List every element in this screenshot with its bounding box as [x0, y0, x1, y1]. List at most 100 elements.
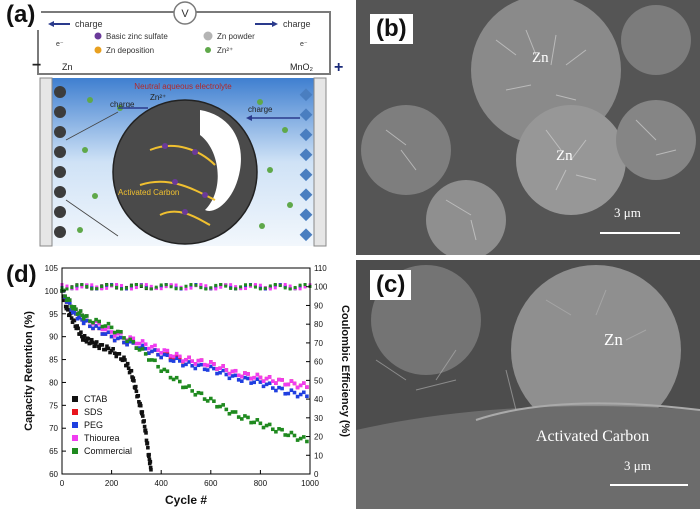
- data-point: [153, 348, 157, 352]
- data-point: [271, 379, 275, 384]
- chart-legend: CTAB SDS PEG Thiourea Commercial: [72, 394, 132, 456]
- data-point: [97, 319, 101, 324]
- legend-zn-deposition: Zn deposition: [106, 46, 154, 55]
- data-point: [199, 362, 204, 367]
- x-tick-label: 400: [155, 479, 169, 488]
- data-point: [165, 348, 170, 353]
- ce-point: [293, 285, 297, 289]
- data-point: [109, 348, 114, 353]
- data-point: [138, 401, 142, 406]
- data-point: [205, 368, 210, 372]
- data-point: [106, 330, 111, 335]
- data-point: [174, 356, 179, 361]
- data-point: [78, 309, 83, 313]
- panel-c-label: (c): [370, 270, 412, 300]
- capacity-retention-chart: 0 200 400 600 800 100060657075808590951001050…: [23, 264, 351, 507]
- data-point: [97, 346, 101, 351]
- data-point: [190, 359, 194, 363]
- panel-d: 0 200 400 600 800 1000 60 65 70 75 80 85 90 95 100 105 0…: [0, 260, 352, 509]
- data-point: [117, 352, 122, 356]
- data-point: [286, 433, 291, 438]
- data-point: [77, 315, 81, 320]
- legend-label-sds: SDS: [84, 407, 103, 417]
- data-point: [174, 375, 179, 380]
- y-tick-label: 90: [49, 333, 58, 342]
- legend-label-thiourea: Thiourea: [84, 433, 120, 443]
- data-point: [85, 314, 89, 318]
- data-point: [202, 362, 207, 367]
- data-point: [181, 363, 185, 368]
- data-point: [246, 376, 250, 381]
- data-point: [258, 421, 263, 426]
- data-point: [106, 325, 111, 330]
- ce-point: [95, 285, 99, 289]
- y2-tick-label: 110: [314, 264, 327, 273]
- data-point: [153, 343, 157, 348]
- chart-ticks: 0 200 400 600 800 100060657075808590951001050…: [45, 264, 328, 488]
- data-point: [181, 359, 185, 363]
- data-point: [249, 381, 253, 385]
- ce-point: [288, 284, 292, 288]
- panel-d-label: (d): [0, 260, 43, 290]
- data-point: [88, 319, 92, 323]
- data-point: [289, 430, 294, 435]
- data-point: [171, 357, 176, 361]
- data-point: [212, 362, 216, 366]
- electron-label-right: e⁻: [300, 41, 308, 48]
- data-point: [149, 467, 153, 472]
- y2-tick-label: 30: [314, 414, 323, 423]
- cathode-current-collector: [313, 77, 327, 247]
- data-point: [122, 336, 126, 340]
- ce-point: [204, 284, 208, 288]
- data-point: [221, 368, 225, 373]
- data-point: [292, 390, 297, 395]
- data-point: [215, 404, 219, 409]
- data-point: [255, 372, 260, 377]
- data-point: [240, 379, 244, 383]
- ce-point: [283, 286, 287, 290]
- y2-tick-label: 50: [314, 376, 323, 385]
- data-point: [125, 342, 129, 347]
- ce-point: [229, 283, 233, 287]
- data-point: [144, 438, 149, 443]
- y-tick-label: 60: [49, 470, 58, 479]
- data-point: [215, 371, 219, 376]
- data-point: [258, 380, 263, 384]
- data-point: [286, 391, 291, 396]
- ce-point: [283, 283, 287, 287]
- series-commercial: [60, 282, 312, 444]
- data-point: [280, 427, 284, 432]
- data-point: [116, 331, 120, 336]
- data-point: [305, 439, 309, 444]
- data-point: [243, 371, 247, 375]
- data-point: [221, 403, 225, 407]
- scale-bar: [600, 232, 680, 234]
- ce-point: [100, 287, 104, 291]
- data-point: [112, 351, 117, 355]
- data-point: [271, 427, 275, 432]
- data-point: [112, 330, 117, 335]
- data-point: [73, 324, 78, 329]
- data-point: [147, 358, 151, 362]
- ce-point: [184, 284, 188, 288]
- ce-point: [214, 287, 218, 291]
- data-point: [227, 376, 232, 381]
- ce-point: [154, 285, 158, 289]
- x-tick-label: 600: [204, 479, 218, 488]
- ce-point: [80, 285, 84, 289]
- data-point: [165, 353, 170, 357]
- y-tick-label: 105: [45, 264, 59, 273]
- zn-label-mid: Zn: [556, 148, 573, 164]
- data-point: [218, 404, 222, 409]
- data-point: [61, 294, 66, 298]
- ce-point: [105, 283, 109, 287]
- panel-a: V charge charge e⁻ e⁻ Basic zinc sulfate…: [0, 0, 350, 255]
- data-point: [68, 311, 73, 316]
- data-point: [77, 311, 81, 315]
- legend-label-commercial: Commercial: [84, 446, 132, 456]
- ce-point: [224, 284, 228, 288]
- data-point: [65, 305, 69, 309]
- charge-label-mid-left: charge: [110, 100, 135, 109]
- data-point: [187, 384, 191, 388]
- data-point: [289, 379, 294, 383]
